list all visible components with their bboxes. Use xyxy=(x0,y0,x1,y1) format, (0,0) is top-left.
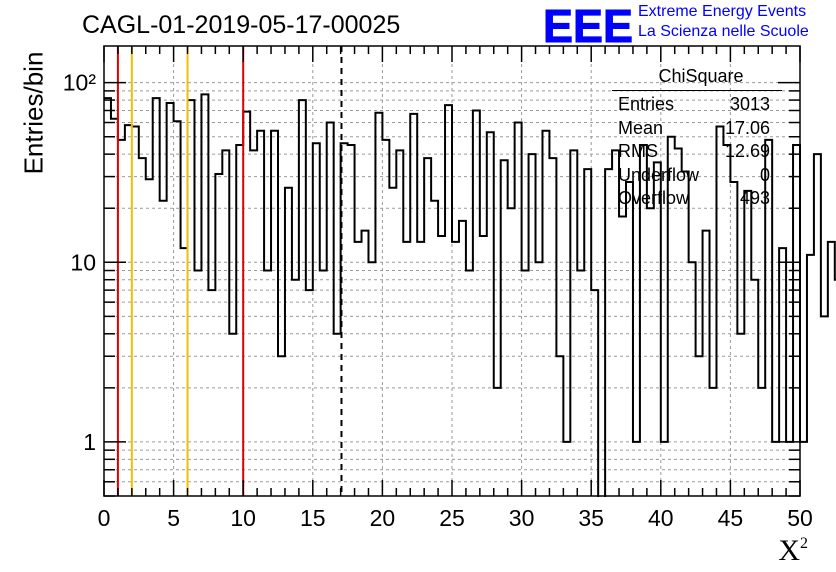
stats-value: 17.06 xyxy=(724,117,770,138)
stats-title: ChiSquare xyxy=(658,66,744,86)
stats-value: 3013 xyxy=(729,94,770,114)
x-tick-label: 15 xyxy=(300,505,326,531)
x-tick-label: 20 xyxy=(370,505,396,531)
eee-logo: EEE xyxy=(543,2,633,46)
stats-row: Entries 3013 xyxy=(612,93,782,117)
x-tick-label: 5 xyxy=(167,505,180,531)
stats-value: 493 xyxy=(739,188,770,208)
stats-label: Entries xyxy=(618,94,675,114)
x-tick-label: 35 xyxy=(578,505,604,531)
stats-label: Overflow xyxy=(618,188,690,208)
x-tick-label: 50 xyxy=(787,505,813,531)
y-axis-label: Entries/bin xyxy=(18,51,49,175)
stats-label: Underflow xyxy=(618,164,700,185)
stats-divider xyxy=(612,90,782,91)
stats-box: ChiSquare Entries 3013 Mean 17.06 RMS 12… xyxy=(612,66,782,211)
stats-value: 12.69 xyxy=(724,141,770,161)
y-tick-label: 1 xyxy=(83,429,96,455)
stats-label: RMS xyxy=(618,141,658,161)
y-tick-label: 10 xyxy=(70,249,96,275)
svg-text:EEE: EEE xyxy=(543,2,633,46)
stats-value: 0 xyxy=(759,164,770,185)
stats-label: Mean xyxy=(618,117,664,138)
below-axis-mask xyxy=(102,497,802,537)
logo-line-1: Extreme Energy Events xyxy=(638,3,807,20)
x-tick-label: 45 xyxy=(718,505,744,531)
x-tick-label: 40 xyxy=(648,505,674,531)
x-tick-label: 25 xyxy=(439,505,465,531)
stats-row: Underflow 0 xyxy=(612,164,782,188)
x-tick-label: 30 xyxy=(509,505,535,531)
stats-row: Overflow 493 xyxy=(612,187,782,211)
stats-row: Mean 17.06 xyxy=(612,117,782,141)
chart-title: CAGL-01-2019-05-17-00025 xyxy=(82,11,401,39)
x-tick-label: 10 xyxy=(230,505,256,531)
x-axis-label: X2 xyxy=(778,534,808,567)
histogram-outline xyxy=(104,93,836,501)
logo-line-2: La Scienza nelle Scuole xyxy=(638,23,809,40)
stats-row: RMS 12.69 xyxy=(612,140,782,164)
y-tick-label: 10² xyxy=(63,70,97,96)
x-tick-label: 0 xyxy=(98,505,111,531)
